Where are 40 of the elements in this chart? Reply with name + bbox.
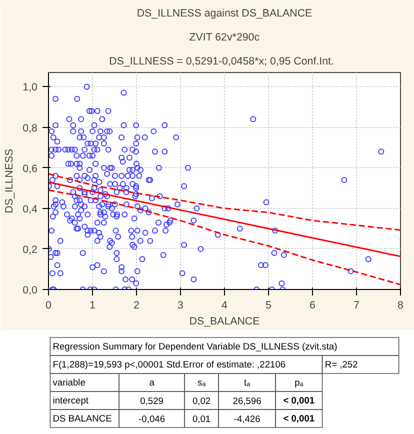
- x-tick-label: 4: [222, 300, 228, 312]
- text: -4,426: [234, 414, 260, 424]
- text: intercept: [52, 396, 89, 406]
- text: variable: [52, 378, 86, 388]
- text: -0,046: [138, 414, 166, 424]
- line-series: [48, 189, 400, 286]
- chart-subtitle: ZVIT 62v*290c: [189, 32, 260, 44]
- text: DS BALANCE: [52, 414, 112, 424]
- y-tick-label: 0,4: [22, 203, 38, 216]
- x-tick-label: 6: [310, 300, 316, 312]
- line-series: [48, 173, 400, 231]
- text: R= ,252: [324, 360, 358, 370]
- x-tick-label: 0: [46, 300, 52, 312]
- text: sₐ: [197, 378, 206, 388]
- text: 26,596: [232, 396, 262, 406]
- y-tick-label: 0,6: [22, 162, 38, 175]
- x-tick-label: 2: [134, 300, 140, 312]
- x-tick-label: 1: [90, 300, 96, 312]
- text: 0,529: [140, 396, 164, 406]
- y-tick-label: 0,0: [22, 284, 38, 296]
- text: a: [149, 378, 156, 388]
- x-tick-label: 8: [398, 300, 404, 312]
- x-tick-label: 5: [266, 300, 272, 312]
- y-tick-label: 0,2: [22, 244, 38, 256]
- text: < 0,001: [283, 396, 315, 406]
- y-tick-label: 0,8: [22, 122, 38, 134]
- text: < 0,001: [283, 414, 315, 424]
- chart-title: DS_ILLNESS against DS_BALANCE: [136, 8, 312, 20]
- x-tick-label: 7: [354, 300, 360, 312]
- text: tₐ: [244, 378, 251, 388]
- x-axis-title: DS_BALANCE: [189, 316, 260, 328]
- y-axis-title: DS_ILLNESS: [4, 148, 16, 214]
- text: F(1,288)=19,593 p<,00001 Std.Error of estimate: ,22106: [52, 360, 286, 370]
- text: 0,02: [192, 396, 211, 406]
- text: DS_ILLNESS = 0,5291-0,0458*x; 0,95 Conf.Int.: [109, 56, 334, 68]
- text: pₐ: [294, 378, 304, 388]
- y-tick-label: 1,0: [22, 82, 38, 94]
- text: 0,01: [192, 414, 211, 424]
- x-tick-label: 3: [178, 300, 184, 312]
- text: Regression Summary for Dependent Variable DS_ILLNESS (zvit.sta): [52, 342, 338, 352]
